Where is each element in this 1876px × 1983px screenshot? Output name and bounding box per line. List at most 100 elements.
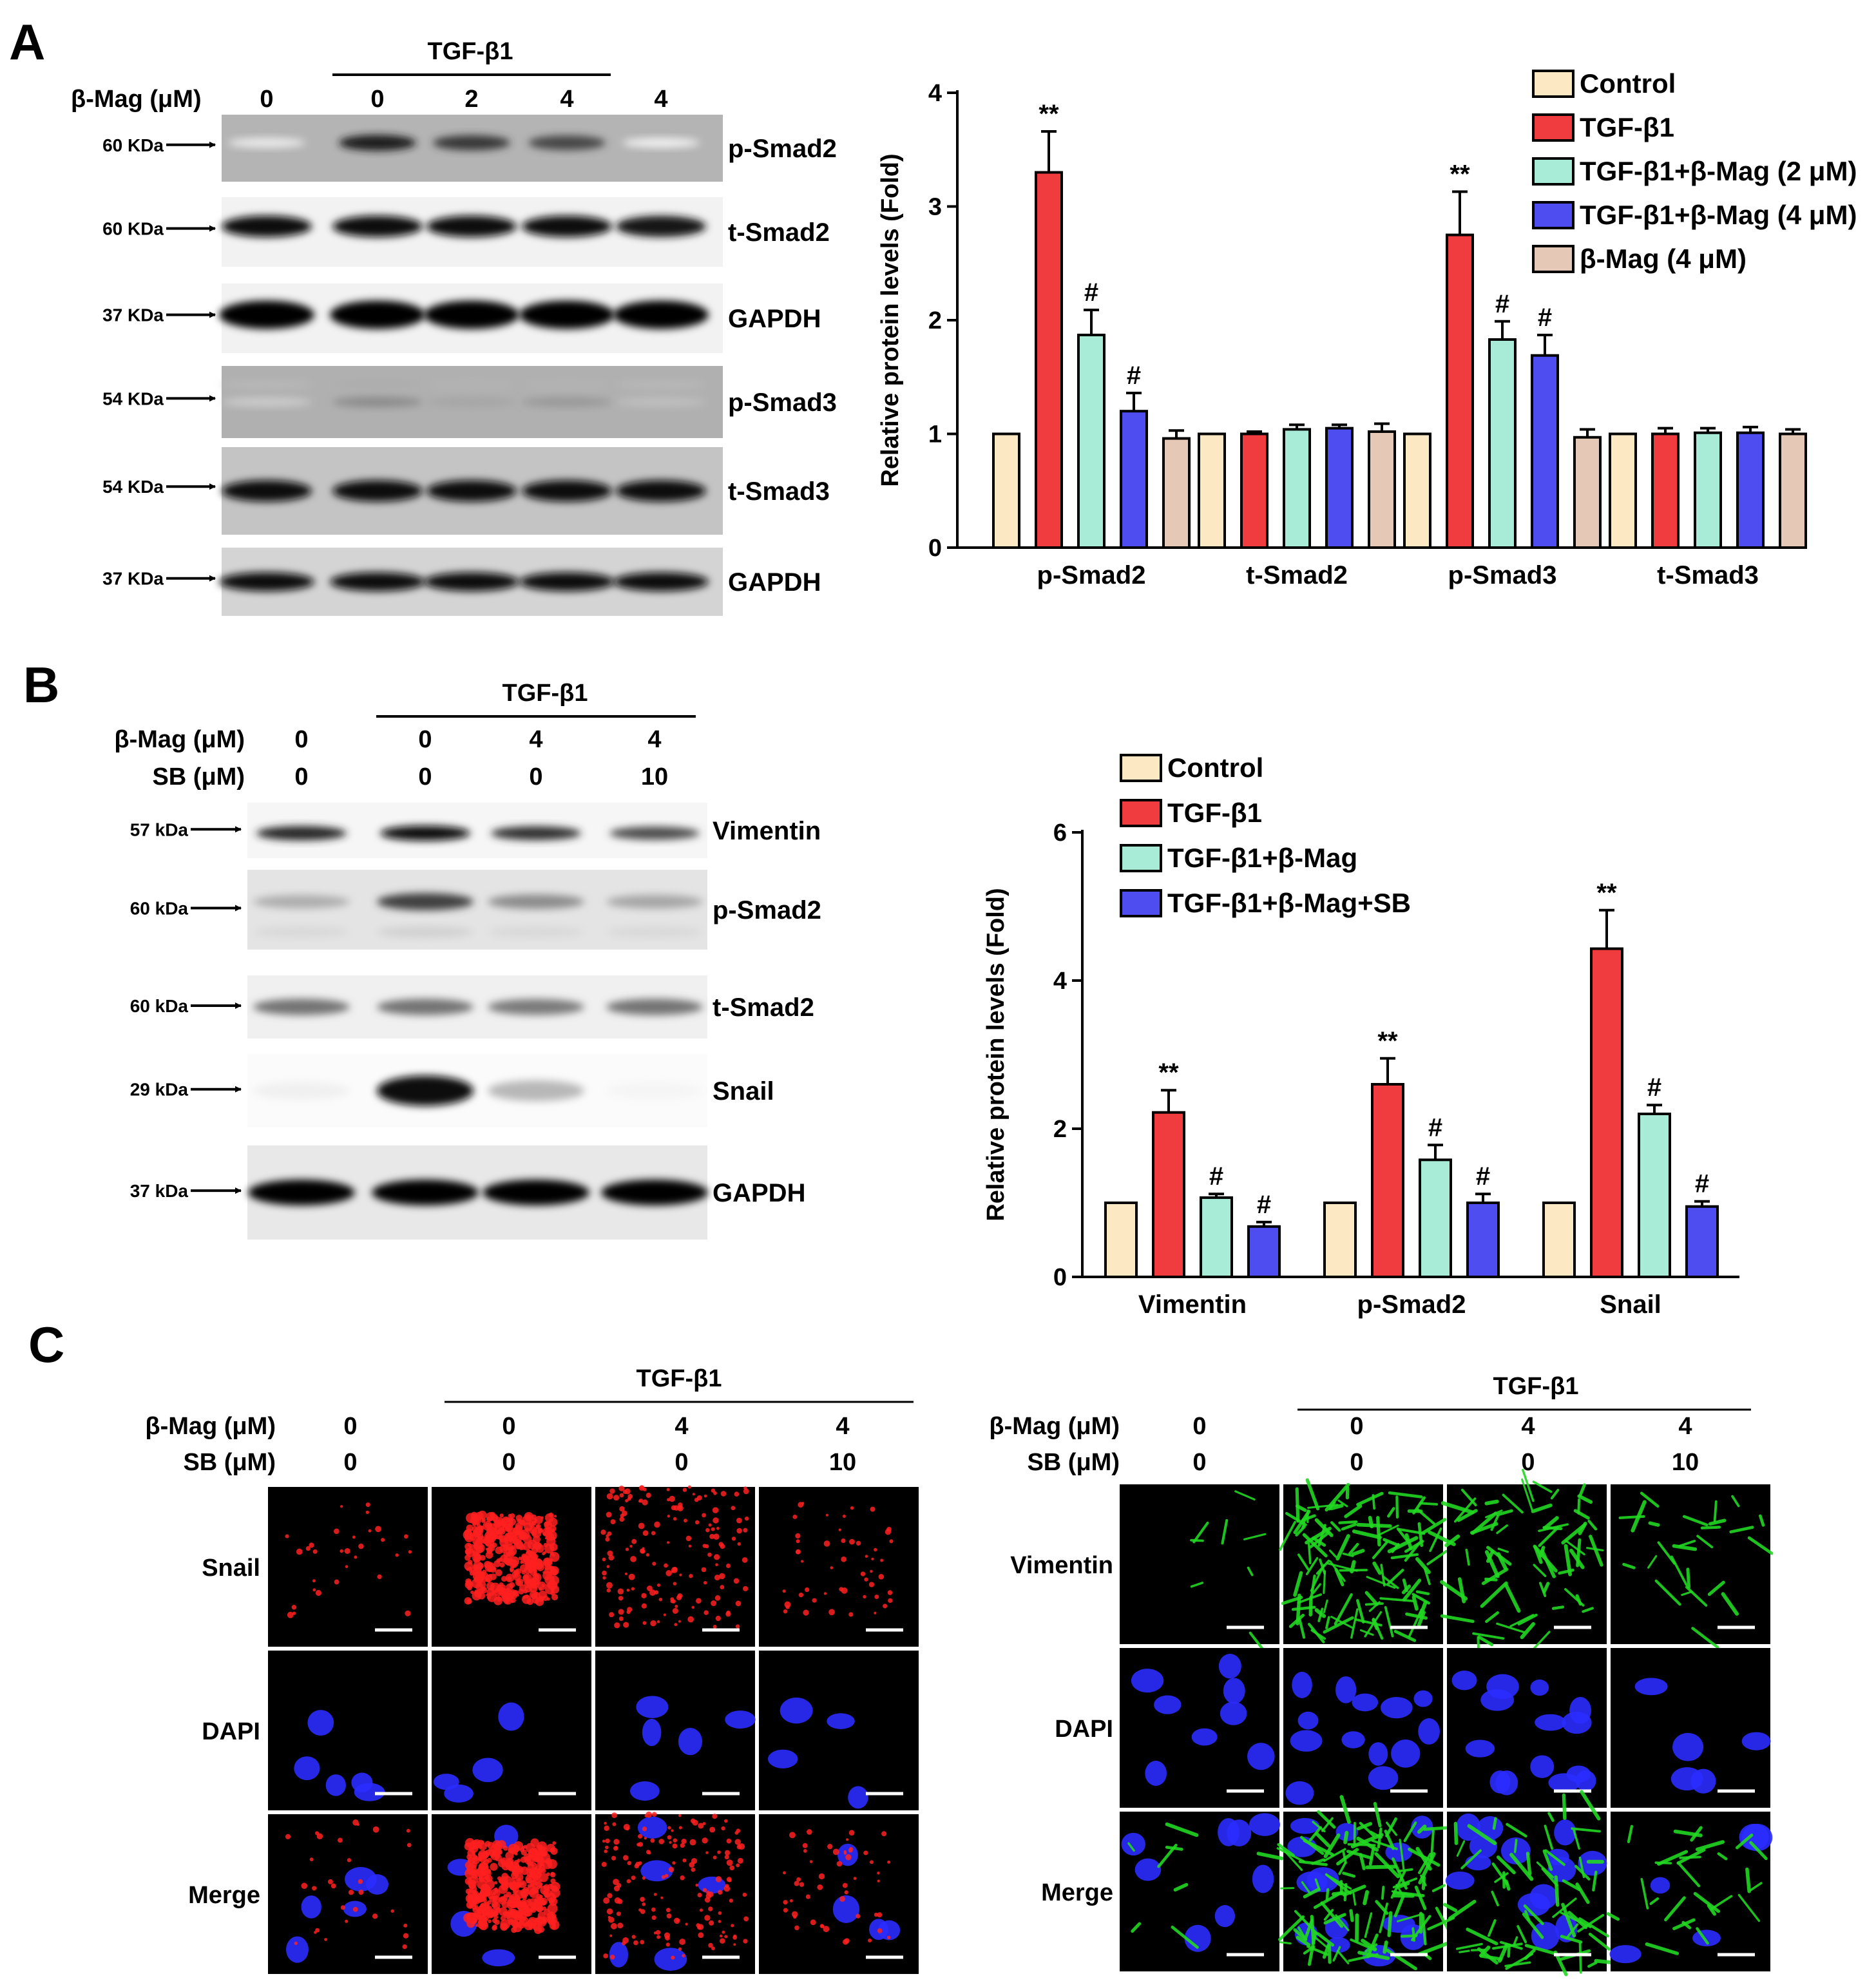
signal-puncta (731, 1924, 734, 1928)
signal-puncta (608, 1555, 615, 1561)
signal-puncta (505, 1600, 510, 1604)
signal-puncta (613, 1846, 618, 1851)
signal-puncta (464, 1861, 473, 1869)
panel-a-dose-label: β-Mag (μM) (71, 86, 202, 113)
signal-puncta (486, 1582, 495, 1591)
signal-puncta (499, 1562, 505, 1568)
protein-label: t-Smad3 (728, 477, 830, 506)
signal-puncta (697, 1925, 702, 1930)
signal-filament (1383, 1576, 1399, 1589)
signal-puncta (699, 1908, 704, 1912)
signal-filament (1657, 1541, 1676, 1565)
lane-value: 4 (1678, 1413, 1692, 1440)
signal-filament (1645, 1942, 1680, 1955)
panel-c-right-image-grid: Vimentin DAPI Merge (1010, 1468, 1774, 1977)
signal-puncta (526, 1868, 536, 1878)
signal-filament (1373, 1801, 1382, 1828)
signal-puncta (546, 1872, 550, 1877)
signal-puncta (698, 1932, 704, 1939)
signal-puncta (506, 1892, 512, 1897)
signal-puncta (503, 1551, 509, 1558)
lane-value: 0 (1350, 1413, 1363, 1440)
protein-label: p-Smad3 (728, 388, 837, 417)
signal-puncta (486, 1511, 495, 1522)
panel-c-left-treatment-label: TGF-β1 (636, 1365, 722, 1392)
bar (1198, 432, 1226, 549)
signal-puncta (522, 1542, 531, 1551)
lane-value: 0 (418, 726, 432, 753)
signal-puncta (522, 1595, 526, 1600)
signal-puncta (513, 1540, 524, 1549)
signal-filament (1363, 1890, 1370, 1906)
signal-puncta (515, 1515, 522, 1522)
nucleus (498, 1702, 524, 1731)
legend-swatch (1532, 201, 1574, 229)
signal-puncta (646, 1492, 651, 1499)
signal-puncta (652, 1562, 656, 1566)
signal-filament (1277, 1843, 1296, 1857)
signal-filament (1301, 1514, 1316, 1522)
signal-filament (1588, 1932, 1611, 1951)
signal-puncta (497, 1859, 506, 1868)
signal-puncta (626, 1879, 631, 1884)
bar (992, 432, 1020, 549)
nucleus (1218, 1818, 1240, 1846)
signal-filament (1356, 1599, 1365, 1624)
signal-filament (1430, 1829, 1435, 1863)
signal-puncta (823, 1926, 830, 1933)
signal-filament (1440, 1614, 1475, 1624)
signal-filament (1729, 1526, 1754, 1534)
signal-filament (1721, 1592, 1739, 1616)
y-tick-label: 2 (1053, 1116, 1067, 1143)
panel-c-left-lane-values: 0 0 0 0 4 0 4 10 (343, 1413, 856, 1476)
bar (1325, 426, 1354, 549)
signal-puncta (500, 1919, 510, 1930)
signal-filament (1397, 1868, 1413, 1873)
signal-puncta (315, 1589, 322, 1596)
signal-puncta (709, 1826, 716, 1833)
signal-filament (1649, 1897, 1660, 1905)
signal-puncta (708, 1906, 713, 1911)
protein-label: GAPDH (728, 305, 821, 333)
signal-puncta (519, 1899, 530, 1909)
signal-puncta (783, 1609, 788, 1614)
signal-puncta (292, 1611, 296, 1615)
signal-puncta (473, 1541, 482, 1550)
signal-puncta (548, 1572, 551, 1575)
signal-filament (1496, 1855, 1516, 1875)
nucleus (1465, 1739, 1495, 1758)
signal-puncta (525, 1595, 530, 1599)
signal-puncta (701, 1567, 707, 1573)
signal-puncta (666, 1488, 670, 1491)
signal-puncta (713, 1517, 719, 1524)
signal-filament (1573, 1829, 1580, 1850)
signal-filament (1415, 1557, 1431, 1575)
legend-swatch (1532, 245, 1574, 273)
signal-puncta (602, 1576, 606, 1580)
signal-puncta (656, 1620, 660, 1624)
signal-puncta (533, 1581, 538, 1585)
y-tick-label: 0 (928, 535, 942, 562)
image-background (759, 1487, 919, 1647)
legend-label: TGF-β1+β-Mag (2 μM) (1580, 156, 1857, 186)
nucleus (1742, 1823, 1773, 1852)
signal-filament (1384, 1830, 1395, 1850)
signal-puncta (631, 1935, 636, 1939)
signal-puncta (508, 1546, 513, 1552)
signal-puncta (680, 1875, 685, 1881)
signal-puncta (517, 1921, 526, 1929)
signal-puncta (497, 1876, 502, 1881)
signal-filament (1513, 1839, 1518, 1854)
molecular-weight-label: 54 KDa (102, 477, 164, 497)
signal-puncta (512, 1869, 518, 1875)
lane-value: 0 (418, 763, 432, 790)
signal-filament (1348, 1542, 1359, 1555)
signal-puncta (640, 1909, 646, 1914)
signal-puncta (801, 1502, 805, 1505)
nucleus (1352, 1693, 1379, 1712)
lane-value: 10 (829, 1449, 856, 1476)
signal-puncta (543, 1551, 547, 1555)
nucleus (1529, 1884, 1558, 1910)
signal-filament (1421, 1518, 1447, 1535)
signal-puncta (887, 1860, 891, 1864)
